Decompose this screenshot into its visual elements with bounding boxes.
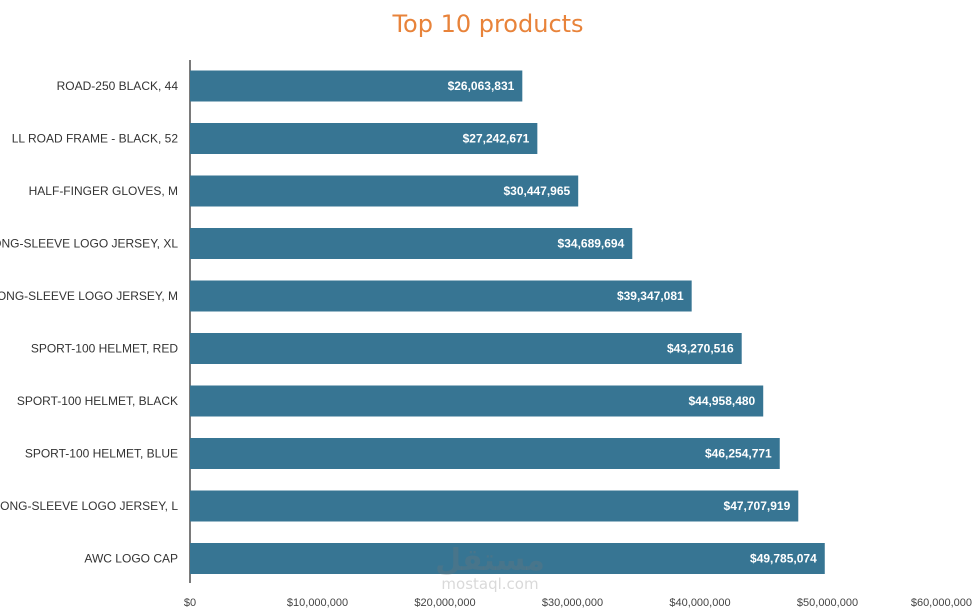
data-label: $47,707,919 (724, 499, 791, 513)
category-label: HALF-FINGER GLOVES, M (29, 184, 178, 198)
bar (190, 280, 692, 312)
x-tick-label: $20,000,000 (414, 597, 475, 609)
category-label: SPORT-100 HELMET, RED (31, 342, 178, 356)
bar (190, 543, 825, 574)
data-label: $43,270,516 (667, 342, 734, 356)
data-label: $26,063,831 (448, 79, 515, 93)
bar (190, 123, 538, 154)
data-label: $34,689,694 (558, 237, 625, 251)
bar (190, 175, 579, 207)
category-label: LONG-SLEEVE LOGO JERSEY, M (0, 289, 178, 303)
category-label: SPORT-100 HELMET, BLUE (25, 447, 178, 461)
bar (190, 438, 780, 469)
x-tick-label: $60,000,000 (911, 597, 972, 609)
data-label: $30,447,965 (503, 184, 570, 198)
bar (190, 70, 523, 102)
data-label: $49,785,074 (750, 552, 817, 566)
data-label: $27,242,671 (463, 132, 530, 146)
x-tick-label: $30,000,000 (542, 597, 603, 609)
bar (190, 228, 633, 259)
x-tick-label: $50,000,000 (797, 597, 858, 609)
category-label: AWC LOGO CAP (84, 552, 178, 566)
bar (190, 385, 764, 417)
data-label: $44,958,480 (688, 394, 755, 408)
category-label: LONG-SLEEVE LOGO JERSEY, XL (0, 237, 178, 251)
data-label: $39,347,081 (617, 289, 684, 303)
bar (190, 490, 799, 522)
bar (190, 333, 742, 364)
category-label: LONG-SLEEVE LOGO JERSEY, L (0, 499, 178, 513)
x-tick-label: $40,000,000 (669, 597, 730, 609)
category-label: SPORT-100 HELMET, BLACK (17, 394, 178, 408)
data-label: $46,254,771 (705, 447, 772, 461)
category-label: LL ROAD FRAME - BLACK, 52 (12, 132, 179, 146)
x-tick-label: $0 (184, 597, 196, 609)
chart-title: Top 10 products (392, 10, 584, 38)
x-tick-label: $10,000,000 (287, 597, 348, 609)
category-label: ROAD-250 BLACK, 44 (57, 79, 179, 93)
